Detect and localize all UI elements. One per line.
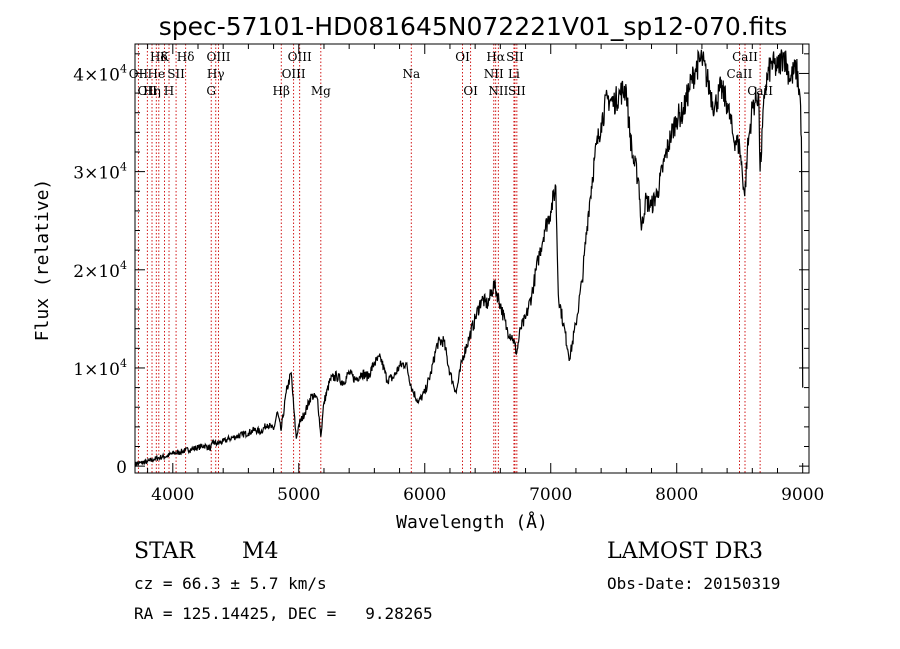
spectral-line-label: Hα: [486, 50, 505, 64]
spectral-line-label: Hδ: [177, 50, 195, 64]
object-subclass: M4: [242, 539, 279, 564]
radec-text: RA = 125.14425, DEC = 9.28265: [134, 604, 433, 623]
x-tick-label: 7000: [529, 485, 572, 505]
x-tick-label: 6000: [403, 485, 446, 505]
spectral-line-label: G: [206, 84, 216, 98]
y-tick-label: 1×104: [73, 357, 127, 380]
spectral-line-label: OIII: [288, 50, 312, 64]
spectral-line-label: OIII: [206, 50, 230, 64]
spectral-line-label: NII: [484, 67, 504, 81]
spectral-line-label: OI: [455, 50, 470, 64]
plot-frame: [134, 43, 810, 474]
spectral-line-label: He: [148, 67, 166, 81]
x-tick-label: 9000: [781, 485, 824, 505]
x-axis-label: Wavelength (Å): [396, 511, 548, 533]
spectral-line-label: CaII: [747, 84, 773, 98]
spectral-line-label: OII: [129, 67, 149, 81]
spectral-line-label: SII: [508, 84, 526, 98]
x-tick-label: 8000: [655, 485, 698, 505]
spectral-line-labels: OIIOIIHηHeHδKHSIIHδGHγOIIIHβOIIIOIIIMgNa…: [129, 50, 774, 98]
spectral-line-label: Hγ: [207, 67, 225, 81]
spectral-line-label: OII: [138, 84, 158, 98]
redshift-text: cz = 66.3 ± 5.7 km/s: [134, 574, 327, 593]
spectral-line-label: OIII: [282, 67, 306, 81]
y-tick-label: 2×104: [73, 259, 127, 282]
spectral-line-label: H: [164, 84, 174, 98]
spectral-line-label: Hη: [143, 84, 161, 98]
flux-series-line: [134, 49, 804, 467]
x-tick-label: 5000: [277, 485, 320, 505]
y-axis-label: Flux (relative): [32, 179, 53, 342]
y-axis: 0 1×104 2×104 3×104 4×104: [73, 53, 809, 478]
spectral-line-label: SII: [506, 50, 524, 64]
x-axis: 4000 5000 6000 7000 8000 9000: [147, 44, 824, 505]
object-class: STAR: [134, 539, 196, 564]
obs-date-text: Obs-Date: 20150319: [607, 574, 780, 593]
survey-name: LAMOST DR3: [607, 539, 763, 564]
y-tick-label: 3×104: [73, 161, 127, 184]
spectral-line-markers: [137, 44, 761, 473]
spectral-line-label: K: [160, 50, 170, 64]
spectral-line-label: OI: [463, 84, 478, 98]
spectral-line-label: Hβ: [273, 84, 290, 98]
spectral-line-label: Mg: [311, 84, 331, 98]
spectral-line-label: Na: [402, 67, 420, 81]
spectral-line-label: NII: [488, 84, 508, 98]
spectral-line-label: Li: [508, 67, 520, 81]
chart-title: spec-57101-HD081645N072221V01_sp12-070.f…: [159, 12, 788, 41]
y-tick-label: 0: [116, 458, 127, 478]
spectral-line-label: Hδ: [150, 50, 168, 64]
x-tick-label: 4000: [151, 485, 194, 505]
spectral-line-label: CaII: [732, 50, 758, 64]
y-tick-label: 4×104: [73, 62, 127, 85]
spectral-line-label: SII: [167, 67, 185, 81]
spectral-line-label: CaII: [727, 67, 753, 81]
